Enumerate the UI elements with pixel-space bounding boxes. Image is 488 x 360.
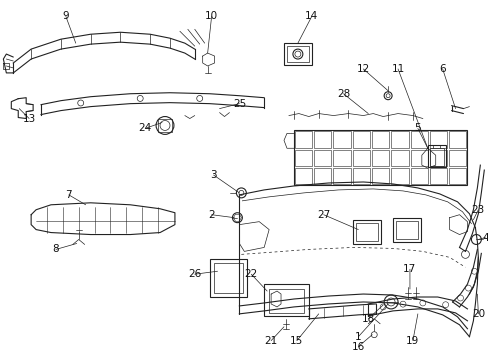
- Text: 18: 18: [361, 314, 374, 324]
- Text: 20: 20: [471, 309, 484, 319]
- Bar: [352, 131, 369, 148]
- Text: 2: 2: [208, 210, 215, 220]
- Text: 21: 21: [264, 336, 277, 346]
- Bar: [395, 221, 417, 239]
- Bar: [314, 131, 331, 148]
- Text: 27: 27: [316, 210, 329, 220]
- Text: 26: 26: [188, 269, 201, 279]
- Bar: [294, 168, 311, 184]
- Bar: [314, 150, 331, 166]
- Bar: [294, 150, 311, 166]
- Text: 11: 11: [390, 64, 404, 74]
- Bar: [410, 131, 427, 148]
- Text: 9: 9: [62, 12, 69, 21]
- Text: 16: 16: [351, 342, 364, 352]
- Bar: [352, 168, 369, 184]
- Text: 13: 13: [22, 113, 36, 123]
- Bar: [448, 168, 466, 184]
- Text: 7: 7: [65, 190, 72, 200]
- Bar: [392, 218, 420, 243]
- Bar: [333, 168, 350, 184]
- Bar: [390, 150, 408, 166]
- Bar: [158, 118, 172, 132]
- Bar: [264, 284, 308, 316]
- Text: 25: 25: [232, 99, 245, 109]
- Text: 12: 12: [356, 64, 369, 74]
- Bar: [371, 168, 388, 184]
- Bar: [294, 131, 311, 148]
- Bar: [352, 150, 369, 166]
- Text: 19: 19: [406, 336, 419, 346]
- Text: 28: 28: [336, 89, 349, 99]
- Text: 5: 5: [414, 123, 420, 134]
- Text: 4: 4: [481, 233, 488, 243]
- Bar: [333, 150, 350, 166]
- Bar: [314, 168, 331, 184]
- Bar: [284, 43, 311, 65]
- Bar: [429, 131, 446, 148]
- Text: 22: 22: [244, 269, 257, 279]
- Bar: [429, 148, 443, 166]
- Bar: [268, 289, 303, 313]
- Bar: [213, 263, 243, 293]
- Bar: [293, 130, 467, 185]
- Text: 15: 15: [290, 336, 303, 346]
- Bar: [390, 131, 408, 148]
- Text: 24: 24: [138, 123, 151, 134]
- Bar: [353, 220, 381, 244]
- Bar: [410, 168, 427, 184]
- Bar: [410, 150, 427, 166]
- Bar: [390, 168, 408, 184]
- Bar: [333, 131, 350, 148]
- Bar: [429, 150, 446, 166]
- Text: 14: 14: [305, 12, 318, 21]
- Text: 1: 1: [354, 332, 361, 342]
- Text: 17: 17: [403, 264, 416, 274]
- Text: 8: 8: [53, 244, 59, 255]
- Text: 23: 23: [471, 205, 484, 215]
- Bar: [371, 150, 388, 166]
- Bar: [429, 168, 446, 184]
- Text: 10: 10: [204, 12, 218, 21]
- Text: 3: 3: [210, 170, 217, 180]
- Bar: [356, 222, 377, 242]
- Bar: [286, 46, 308, 62]
- Text: 6: 6: [438, 64, 445, 74]
- Bar: [371, 131, 388, 148]
- Bar: [448, 131, 466, 148]
- Bar: [448, 150, 466, 166]
- Bar: [209, 259, 247, 297]
- Bar: [427, 145, 445, 167]
